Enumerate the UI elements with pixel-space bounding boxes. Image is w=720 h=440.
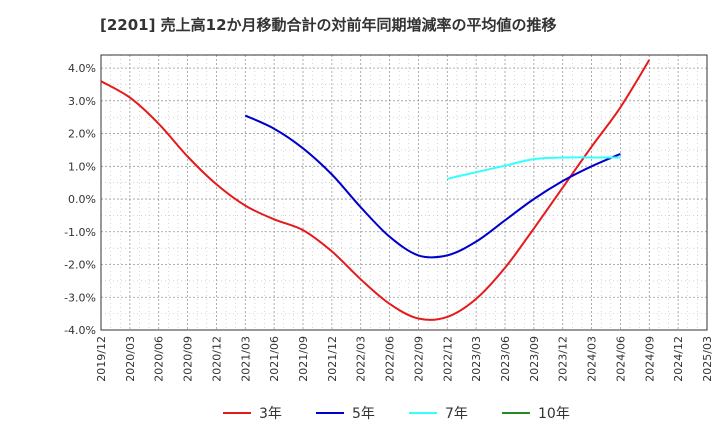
x-tick-label: 2020/09 xyxy=(182,336,195,382)
legend-label-0: 3年 xyxy=(259,406,282,422)
x-tick-label: 2024/06 xyxy=(614,336,627,382)
x-tick-label: 2023/12 xyxy=(557,336,570,382)
chart-title: [2201] 売上高12か月移動合計の対前年同期増減率の平均値の推移 xyxy=(100,16,557,34)
x-tick-label: 2019/12 xyxy=(95,336,108,382)
x-tick-label: 2024/12 xyxy=(672,336,685,382)
y-tick-label: 0.0% xyxy=(68,193,96,206)
legend-label-2: 7年 xyxy=(445,406,468,422)
series-line-2 xyxy=(447,156,621,180)
x-tick-label: 2020/06 xyxy=(153,336,166,382)
y-tick-label: -2.0% xyxy=(64,259,96,272)
x-tick-label: 2023/03 xyxy=(470,336,483,382)
y-tick-label: 4.0% xyxy=(68,62,96,75)
x-tick-label: 2020/12 xyxy=(210,336,223,382)
x-tick-label: 2021/12 xyxy=(326,336,339,382)
x-tick-label: 2022/03 xyxy=(355,336,368,382)
y-tick-label: -4.0% xyxy=(64,324,96,337)
series-line-0 xyxy=(100,59,651,321)
y-tick-label: 2.0% xyxy=(68,128,96,141)
x-tick-label: 2024/03 xyxy=(586,336,599,382)
series-line-1 xyxy=(244,114,621,259)
x-tick-label: 2022/09 xyxy=(412,336,425,382)
x-tick-label: 2022/06 xyxy=(384,336,397,382)
plot-border xyxy=(100,54,708,331)
x-tick-label: 2023/06 xyxy=(499,336,512,382)
y-tick-label: -1.0% xyxy=(64,226,96,239)
x-tick-label: 2025/03 xyxy=(701,336,714,382)
x-tick-label: 2021/06 xyxy=(268,336,281,382)
x-tick-label: 2021/09 xyxy=(297,336,310,382)
y-tick-label: -3.0% xyxy=(64,291,96,304)
x-tick-label: 2021/03 xyxy=(239,336,252,382)
x-tick-label: 2023/09 xyxy=(528,336,541,382)
y-tick-label: 1.0% xyxy=(68,160,96,173)
x-tick-label: 2020/03 xyxy=(124,336,137,382)
x-tick-label: 2022/12 xyxy=(441,336,454,382)
legend-label-1: 5年 xyxy=(352,406,375,422)
x-tick-label: 2024/09 xyxy=(643,336,656,382)
y-tick-label: 3.0% xyxy=(68,95,96,108)
plot-area xyxy=(101,55,707,330)
legend-label-3: 10年 xyxy=(538,406,570,422)
